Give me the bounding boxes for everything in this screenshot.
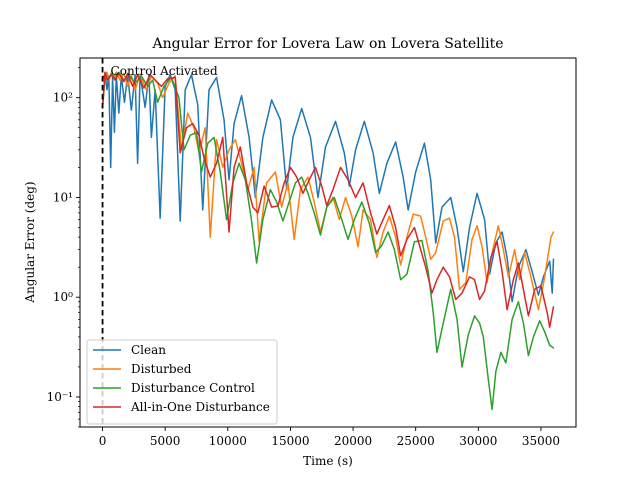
x-axis-label: Time (s)	[303, 454, 353, 468]
series-layer	[101, 71, 555, 411]
x-tick-label: 20000	[334, 434, 372, 448]
y-axis: 10⁻¹ 10⁰ 10¹ 10²	[47, 67, 80, 428]
x-tick-label: 25000	[397, 434, 435, 448]
x-tick-label: 10000	[209, 434, 247, 448]
x-tick-label: 0	[99, 434, 107, 448]
legend-frame	[86, 339, 278, 425]
y-tick-label: 10²	[53, 91, 73, 105]
y-tick-label: 10⁰	[53, 290, 73, 304]
x-tick-label: 35000	[522, 434, 560, 448]
series-line-3	[101, 71, 555, 328]
legend: Clean Disturbed Disturbance Control All-in-…	[86, 339, 278, 425]
plot-area-frame	[79, 57, 577, 428]
y-axis-label: Angular Error (deg)	[23, 181, 37, 303]
y-tick-label: 10⁻¹	[47, 390, 73, 404]
control-activated-annotation: Control Activated	[111, 64, 218, 78]
legend-label-3: All-in-One Disturbance	[130, 400, 270, 414]
chart-title: Angular Error for Lovera Law on Lovera S…	[152, 36, 504, 52]
x-tick-label: 5000	[150, 434, 181, 448]
series-line-2	[101, 71, 555, 411]
legend-label-1: Disturbed	[131, 362, 192, 376]
x-axis: 0 5000 10000 15000 20000 25000 30000 35000	[99, 427, 560, 448]
x-tick-label: 30000	[459, 434, 497, 448]
y-tick-label: 10¹	[53, 190, 73, 204]
x-tick-label: 15000	[271, 434, 309, 448]
legend-label-2: Disturbance Control	[131, 381, 255, 395]
legend-label-0: Clean	[131, 343, 166, 357]
series-line-1	[101, 71, 555, 311]
